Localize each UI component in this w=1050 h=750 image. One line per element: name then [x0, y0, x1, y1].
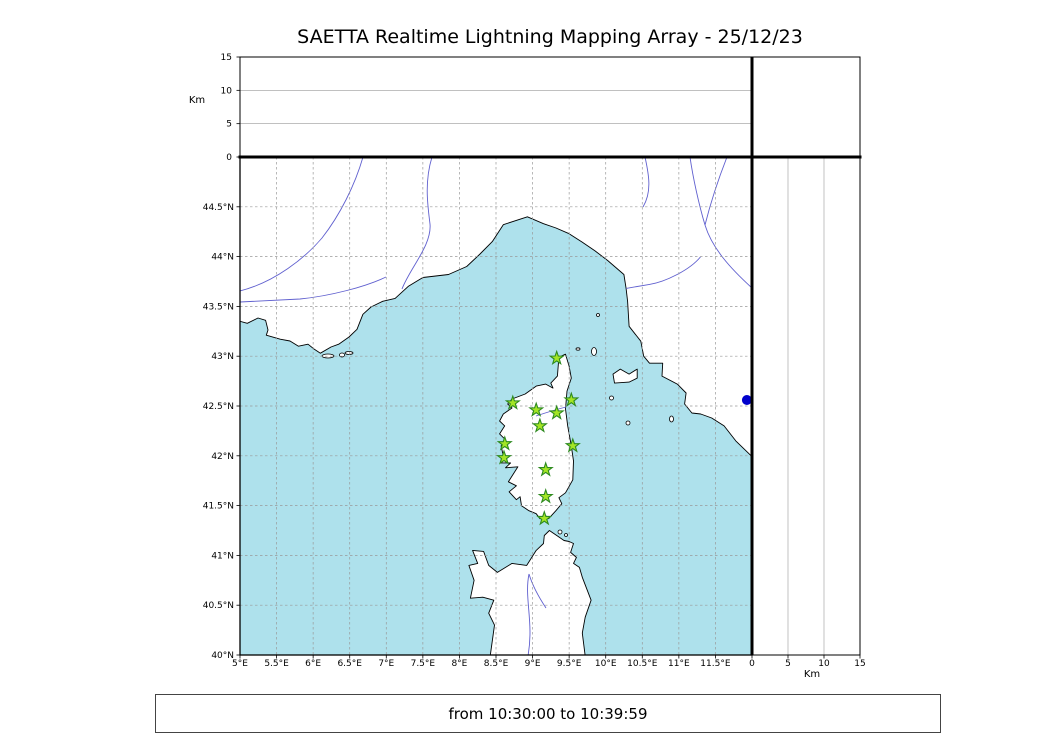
station-star-marker: [548, 349, 565, 366]
maddalena-islet: [564, 533, 568, 537]
lon-tick-label: 7°E: [378, 659, 394, 669]
sardinia: [468, 530, 592, 655]
giglio-island: [669, 415, 674, 423]
lon-tick-label: 11°E: [668, 659, 690, 669]
altitude-axis-label-top: Km: [189, 95, 205, 106]
altitude-tick-label-top: 5: [226, 120, 232, 130]
levant-island: [344, 351, 354, 355]
river-var: [401, 157, 433, 290]
lon-tick-label: 11.5°E: [700, 659, 731, 669]
map-geography: [240, 157, 752, 655]
elba-island: [612, 368, 638, 384]
station-star-marker: [504, 394, 521, 410]
river-arno: [626, 256, 702, 289]
station-star-marker: [563, 391, 580, 407]
capraia-island: [591, 347, 597, 356]
river-tiber-branch-2: [704, 157, 728, 226]
blue-circle-marker: [741, 395, 752, 405]
small-islet: [575, 347, 581, 351]
lat-tick-label: 41.5°N: [203, 502, 234, 512]
station-star-marker: [548, 404, 565, 420]
pianosa-island: [609, 395, 614, 401]
station-star-marker: [531, 417, 548, 433]
altitude-panel-grid: [240, 90, 825, 655]
lon-tick-label: 5.5°E: [264, 659, 289, 669]
altitude-axis-label-right: Km: [804, 669, 820, 680]
page-title: SAETTA Realtime Lightning Mapping Array …: [297, 26, 803, 48]
lon-tick-label: 9°E: [525, 659, 541, 669]
lat-tick-label: 41°N: [211, 551, 234, 561]
lat-tick-label: 43°N: [211, 352, 234, 362]
lat-tick-label: 42°N: [211, 452, 234, 462]
axis-labels: 5°E 5.5°E 6°E 6.5°E 7°E 7.5°E 8°E 8.5°E 9°E 9.5°E…: [203, 53, 866, 669]
altitude-tick-label-top: 0: [226, 153, 232, 163]
altitude-tick-label-right: 10: [818, 659, 830, 669]
lon-tick-label: 5°E: [232, 659, 248, 669]
station-markers: [495, 349, 752, 526]
altitude-latitude-panel: [751, 156, 861, 656]
mainland-coast-france-italy: [240, 157, 752, 458]
gorgona-island: [596, 313, 600, 317]
station-star-marker: [528, 401, 545, 417]
corsica: [499, 353, 574, 520]
lat-tick-label: 44°N: [211, 253, 234, 263]
river-durance: [240, 157, 364, 292]
altitude-longitude-panel: [239, 56, 753, 158]
lat-tick-label: 44.5°N: [203, 203, 234, 213]
river-liguria: [642, 157, 650, 208]
map-grid: [240, 157, 752, 655]
station-star-marker: [496, 435, 513, 451]
lat-tick-label: 40°N: [211, 651, 234, 661]
lon-tick-label: 10°E: [595, 659, 617, 669]
altitude-tick-label-right: 15: [854, 659, 865, 669]
lat-tick-label: 40.5°N: [203, 601, 234, 611]
lon-tick-label: 9.5°E: [557, 659, 582, 669]
lat-tick-label: 42.5°N: [203, 402, 234, 412]
montecristo-island: [625, 420, 631, 426]
altitude-tick-label-right: 0: [749, 659, 755, 669]
lat-tick-label: 43.5°N: [203, 302, 234, 312]
altitude-tick-label-top: 15: [221, 53, 232, 63]
station-star-marker: [537, 488, 554, 504]
lon-tick-label: 7.5°E: [411, 659, 436, 669]
river-tiber-branch-1: [689, 157, 706, 226]
river-sardinia-branch: [528, 573, 547, 609]
altitude-tick-label-right: 5: [785, 659, 791, 669]
river-tiber: [704, 224, 752, 289]
lon-tick-label: 6.5°E: [337, 659, 362, 669]
lon-tick-label: 8°E: [451, 659, 467, 669]
time-range-text: from 10:30:00 to 10:39:59: [448, 704, 648, 723]
river-sardinia: [527, 573, 531, 655]
river-verdon: [240, 276, 387, 303]
corner-panel: [751, 56, 861, 158]
maddalena-island: [557, 529, 563, 535]
lon-tick-label: 8.5°E: [484, 659, 509, 669]
lon-tick-label: 10.5°E: [627, 659, 658, 669]
lon-tick-label: 6°E: [305, 659, 321, 669]
station-star-marker: [495, 449, 513, 465]
station-star-marker: [536, 509, 553, 526]
time-range-box: from 10:30:00 to 10:39:59: [155, 694, 941, 733]
station-star-marker: [564, 437, 581, 453]
station-star-marker: [537, 461, 554, 477]
altitude-tick-label-top: 10: [221, 86, 233, 96]
panel-frames: [238, 56, 862, 656]
